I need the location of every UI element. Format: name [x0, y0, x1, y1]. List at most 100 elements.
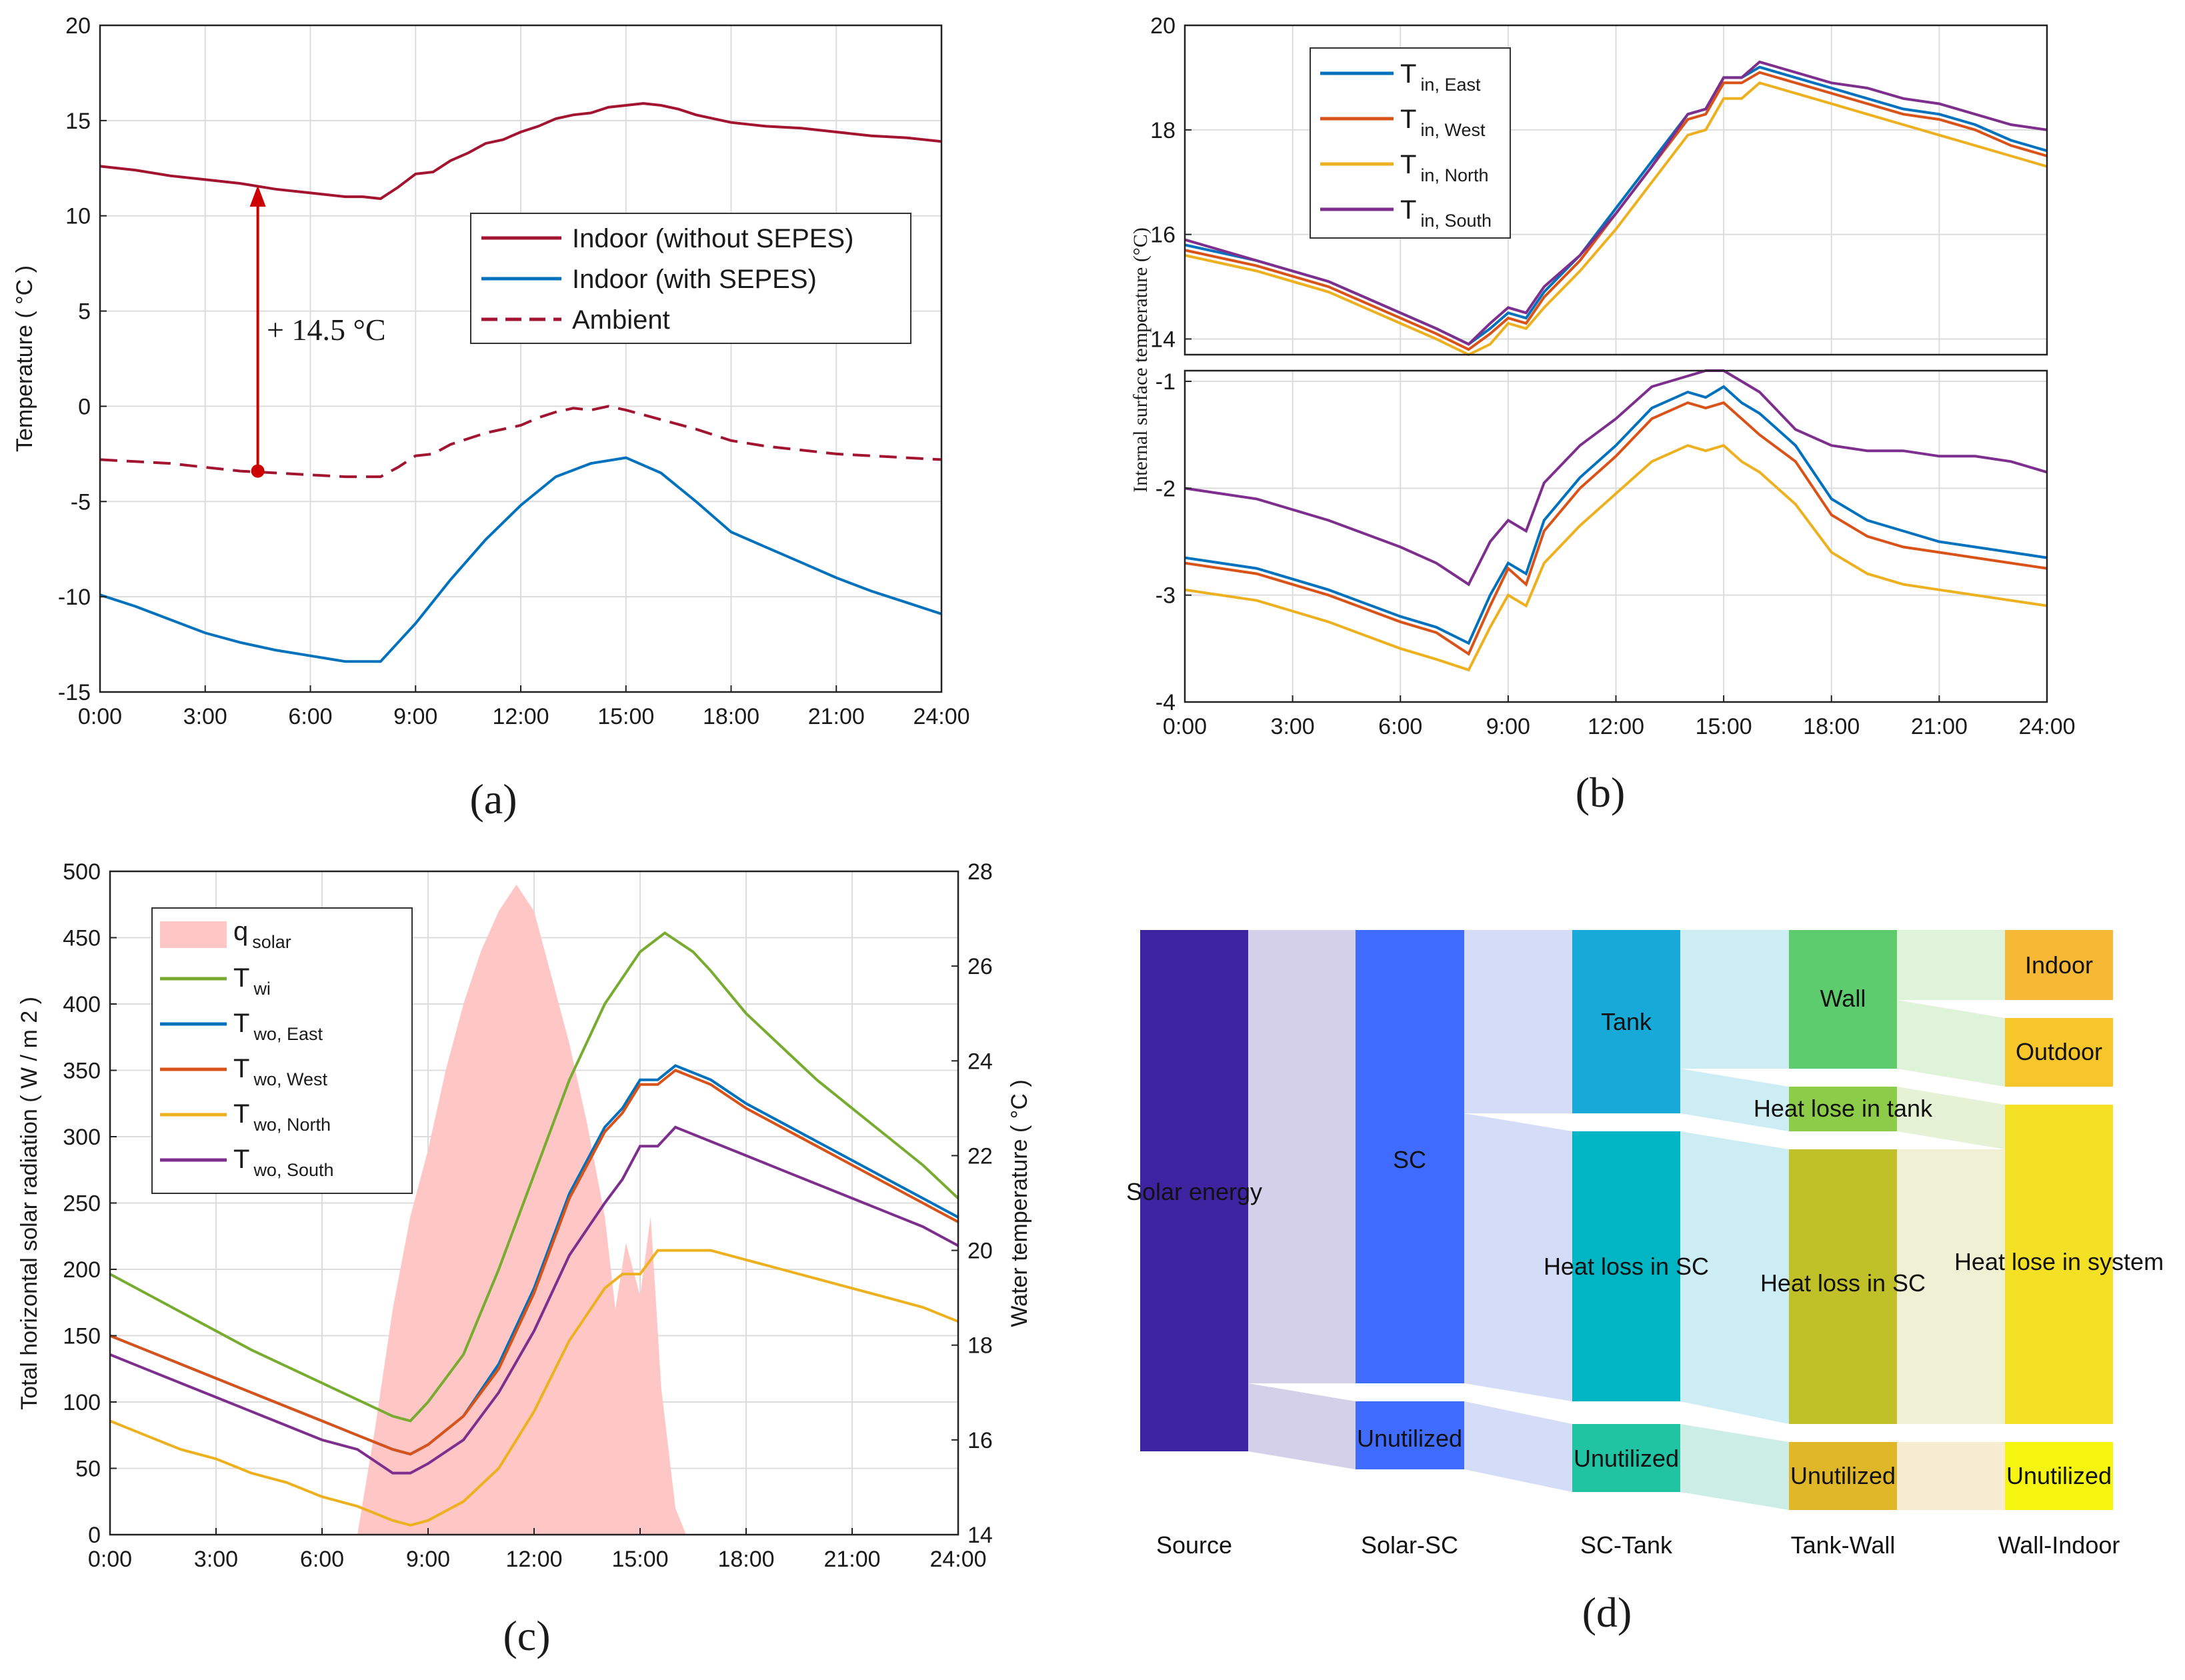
sankey-link-solar-sc — [1248, 930, 1356, 1383]
sankey-label-unutilized-2: Unutilized — [1574, 1445, 1679, 1472]
chart-c-series-3 — [109, 1249, 959, 1527]
chart-a-xtick-label: 21:00 — [808, 704, 865, 729]
chart-b-bottom-ytick-label: -2 — [1156, 476, 1176, 501]
sankey-node-sc[interactable] — [1356, 930, 1464, 1383]
sankey-node-heat-lose-system[interactable] — [2005, 1105, 2113, 1424]
chart-b-bottom-series-3 — [1184, 369, 2048, 587]
chart-c-right-ytick-label: 16 — [967, 1428, 993, 1453]
panel-label-a: (a) — [469, 775, 517, 823]
sankey-node-unutilized-4[interactable] — [2005, 1442, 2113, 1510]
chart-b-top-series-2 — [1184, 81, 2048, 357]
sankey-label-sc: SC — [1393, 1146, 1426, 1173]
chart-c-xtick-label: 18:00 — [717, 1547, 774, 1572]
sankey-node-tank[interactable] — [1572, 930, 1680, 1113]
sankey-node-unutilized-2[interactable] — [1572, 1424, 1680, 1492]
chart-a-ytick-label: -5 — [71, 489, 91, 515]
chart-b-bottom-ytick-label: -4 — [1156, 690, 1176, 715]
chart-b-bottom-xtick-label: 21:00 — [1911, 714, 1968, 739]
sankey-label-solar-energy: Solar energy — [1126, 1178, 1262, 1205]
sankey-node-unutilized-1[interactable] — [1356, 1401, 1464, 1469]
chart-a-xtick-label: 3:00 — [183, 704, 227, 729]
annotation-arrowhead — [249, 185, 266, 207]
chart-b-top-ytick-label: 16 — [1150, 223, 1176, 248]
sankey-node-unutilized-3[interactable] — [1789, 1442, 1897, 1510]
chart-c-series — [109, 884, 959, 1535]
chart-c-right-ytick-label: 28 — [967, 859, 993, 885]
sankey-link-wall-indoor — [1897, 930, 2005, 1000]
chart-c-ytick-label: 150 — [63, 1324, 101, 1349]
stage-label-wall-indoor: Wall-Indoor — [1998, 1531, 2120, 1559]
sankey-label-heat-lose-tank: Heat lose in tank — [1754, 1095, 1933, 1122]
sankey-stage-labels: Source Solar-SC SC-Tank Tank-Wall Wall-I… — [1156, 1531, 2120, 1559]
chart-a-series — [99, 102, 942, 663]
sankey-label-unutilized-4: Unutilized — [2006, 1462, 2112, 1489]
sankey-label-heat-lose-system: Heat lose in system — [1954, 1248, 2164, 1275]
sankey-node-outdoor[interactable] — [2005, 1018, 2113, 1087]
sankey-label-indoor: Indoor — [2025, 951, 2093, 979]
chart-a-xtick-label: 24:00 — [913, 704, 969, 729]
chart-b-ylabel: Internal surface temperature (°C) — [1130, 227, 1152, 493]
sankey-node-wall[interactable] — [1789, 930, 1897, 1069]
sankey-links — [1248, 930, 2005, 1510]
chart-a-xtick-label: 15:00 — [597, 704, 654, 729]
chart-a-xtick-label: 0:00 — [78, 704, 122, 729]
sankey-label-outdoor: Outdoor — [2016, 1038, 2102, 1065]
chart-a-xtick-label: 18:00 — [703, 704, 759, 729]
chart-b-bottom-ytick-label: -3 — [1156, 583, 1176, 609]
sankey-node-heat-lose-tank[interactable] — [1789, 1087, 1897, 1131]
chart-b-top-frame — [1184, 24, 2048, 356]
chart-d-sankey: Solar energy SC Unutilized Tank Heat los… — [1126, 930, 2164, 1636]
chart-b-bottom-xtick-label: 18:00 — [1803, 714, 1860, 739]
chart-b-top-series-3 — [1184, 60, 2048, 346]
chart-c-legend-box — [151, 907, 413, 1194]
legend-label-ambient: Ambient — [572, 305, 670, 335]
chart-b-bottom-ytick-label: -1 — [1156, 369, 1176, 395]
chart-c-series-4 — [109, 1125, 959, 1475]
chart-c-right-ytick-label: 20 — [967, 1239, 993, 1264]
chart-c-xtick-label: 3:00 — [194, 1547, 238, 1572]
chart-b-ticks: 14 16 18 20 0:00 3:00 6:00 9:00 12:00 15:00 18:00 2… — [1150, 13, 2075, 739]
chart-c-ytick-label: 300 — [63, 1125, 101, 1150]
chart-a-ylabel: Temperature ( °C ) — [12, 265, 37, 452]
sankey-node-heat-loss-sc-2[interactable] — [1789, 1149, 1897, 1424]
chart-b-bottom-xtick-label: 6:00 — [1378, 714, 1422, 739]
chart-a: 0:00 3:00 6:00 9:00 12:00 15:00 18:00 21:00 24:0… — [12, 13, 970, 823]
chart-c-xtick-label: 21:00 — [823, 1547, 880, 1572]
chart-b-bottom-xtick-label: 0:00 — [1163, 714, 1207, 739]
chart-c-xtick-label: 12:00 — [505, 1547, 562, 1572]
stage-label-sc-tank: SC-Tank — [1580, 1531, 1673, 1559]
sankey-node-indoor[interactable] — [2005, 930, 2113, 1000]
chart-c-ytick-label: 0 — [88, 1523, 101, 1548]
chart-b-bottom-xtick-label: 15:00 — [1696, 714, 1752, 739]
sankey-link-heatloss-system — [1897, 1149, 2005, 1424]
chart-c-ytick-label: 400 — [63, 992, 101, 1017]
panel-label-c: (c) — [503, 1612, 550, 1659]
sankey-node-heat-loss-sc[interactable] — [1572, 1131, 1680, 1401]
chart-a-xtick-label: 9:00 — [393, 704, 437, 729]
legend-label-indoor-with: Indoor (with SEPES) — [572, 265, 817, 294]
chart-b-top-series-1 — [1184, 71, 2048, 351]
panel-label-b: (b) — [1576, 769, 1626, 816]
sankey-link-sc-heatloss — [1464, 1113, 1572, 1401]
chart-a-legend[interactable]: Indoor (without SEPES) Indoor (with SEPE… — [470, 213, 911, 344]
sankey-label-wall: Wall — [1820, 985, 1866, 1012]
sankey-link-tank-heatlose — [1680, 1069, 1789, 1131]
sankey-node-solar-energy[interactable] — [1140, 930, 1248, 1451]
chart-c-ylabel-right: Water temperature ( °C ) — [1007, 1079, 1032, 1327]
panel-label-d: (d) — [1582, 1589, 1632, 1636]
chart-c-ylabel: Total horizontal solar radiation ( W / m… — [17, 997, 42, 1410]
chart-a-xtick-label: 12:00 — [492, 704, 549, 729]
chart-a-ticks: 0:00 3:00 6:00 9:00 12:00 15:00 18:00 21:00 24:0… — [58, 13, 970, 729]
chart-c-series-2 — [109, 1069, 959, 1456]
sankey-link-sc-tank — [1464, 930, 1572, 1113]
chart-c-xtick-label: 9:00 — [406, 1547, 450, 1572]
